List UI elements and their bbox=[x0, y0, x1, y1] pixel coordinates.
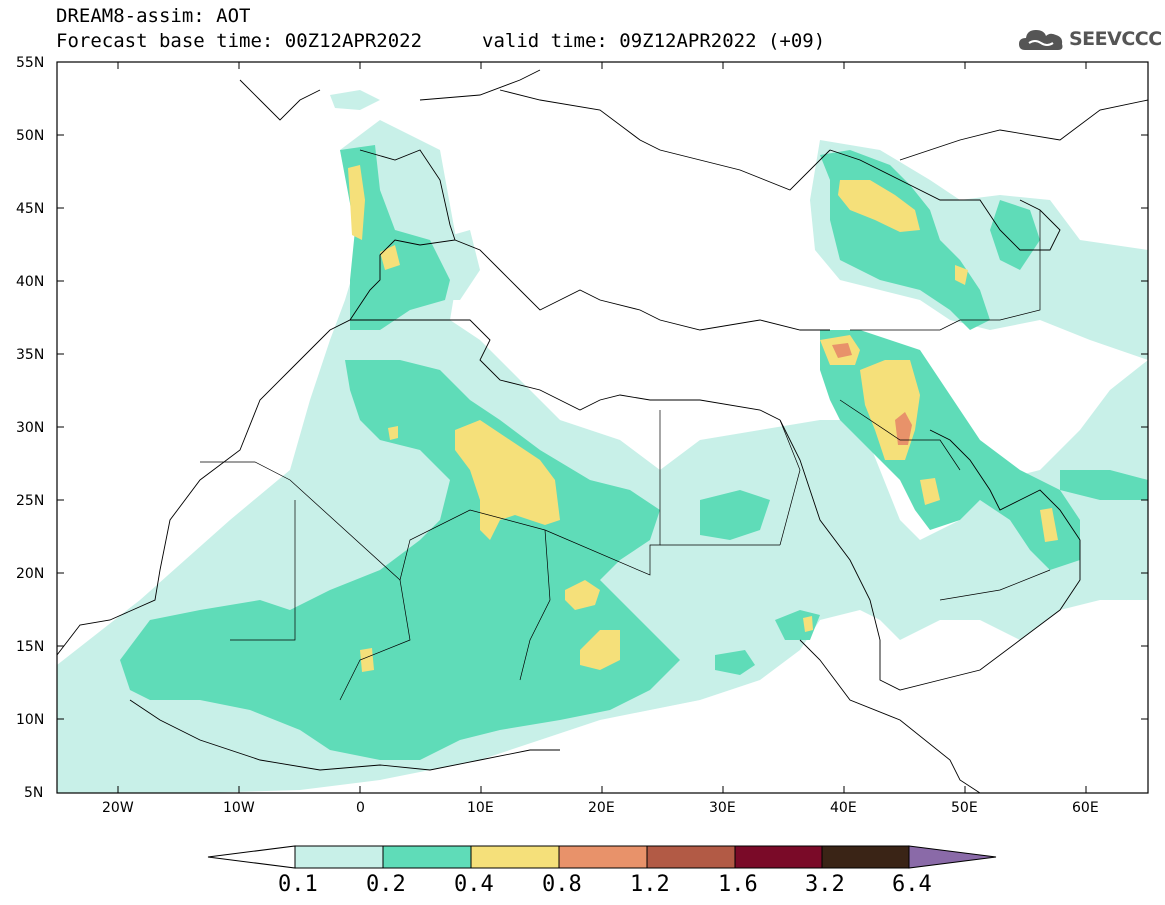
lat-label: 40N bbox=[16, 274, 45, 290]
lat-label: 5N bbox=[24, 785, 44, 801]
lat-label: 25N bbox=[16, 493, 45, 509]
colorbar-segment bbox=[470, 845, 560, 869]
colorbar-label: 3.2 bbox=[805, 872, 845, 897]
lat-label: 35N bbox=[16, 347, 45, 363]
lat-label: 50N bbox=[16, 128, 45, 144]
lat-label: 15N bbox=[16, 639, 45, 655]
lon-label: 20W bbox=[102, 800, 134, 816]
aot-field bbox=[57, 90, 1148, 793]
aot-band-0.8 bbox=[832, 343, 912, 445]
coastlines bbox=[57, 69, 1148, 793]
logo-text: SEEVCCC bbox=[1069, 28, 1162, 50]
colorbar-segment bbox=[646, 845, 736, 869]
lon-label: 0 bbox=[356, 800, 365, 816]
colorbar-segment bbox=[294, 845, 384, 869]
lon-label: 40E bbox=[830, 800, 857, 816]
lat-label: 30N bbox=[16, 420, 45, 436]
lon-label: 60E bbox=[1072, 800, 1099, 816]
lon-label: 20E bbox=[588, 800, 615, 816]
valid-time: valid time: 09Z12APR2022 (+09) bbox=[482, 30, 826, 52]
colorbar-high-arrow bbox=[908, 845, 997, 869]
colorbar-label: 6.4 bbox=[892, 872, 932, 897]
colorbar-segment bbox=[558, 845, 648, 869]
colorbar-label: 0.1 bbox=[278, 872, 318, 897]
forecast-base-time: Forecast base time: 00Z12APR2022 bbox=[56, 30, 423, 52]
lon-label: 10W bbox=[223, 800, 255, 816]
colorbar-label: 1.6 bbox=[718, 872, 758, 897]
colorbar-label: 0.2 bbox=[366, 872, 406, 897]
lon-label: 50E bbox=[951, 800, 978, 816]
lat-label: 10N bbox=[16, 712, 45, 728]
lon-label: 30E bbox=[709, 800, 736, 816]
lat-label: 20N bbox=[16, 566, 45, 582]
colorbar-low-arrow bbox=[207, 845, 296, 869]
lat-label: 55N bbox=[16, 55, 45, 71]
lat-label: 45N bbox=[16, 201, 45, 217]
borders bbox=[200, 210, 1051, 701]
lon-label: 10E bbox=[467, 800, 494, 816]
axis-ticks bbox=[57, 61, 1148, 793]
map-title: DREAM8-assim: AOT bbox=[56, 5, 251, 27]
colorbar-label: 1.2 bbox=[630, 872, 670, 897]
colorbar-segment bbox=[382, 845, 472, 869]
cloud-icon bbox=[1019, 30, 1063, 50]
colorbar-segment bbox=[734, 845, 823, 869]
colorbar-label: 0.8 bbox=[542, 872, 582, 897]
colorbar-segment bbox=[821, 845, 910, 869]
seevccc-logo: SEEVCCC bbox=[1017, 24, 1162, 56]
colorbar bbox=[207, 845, 997, 869]
colorbar-label: 0.4 bbox=[454, 872, 494, 897]
